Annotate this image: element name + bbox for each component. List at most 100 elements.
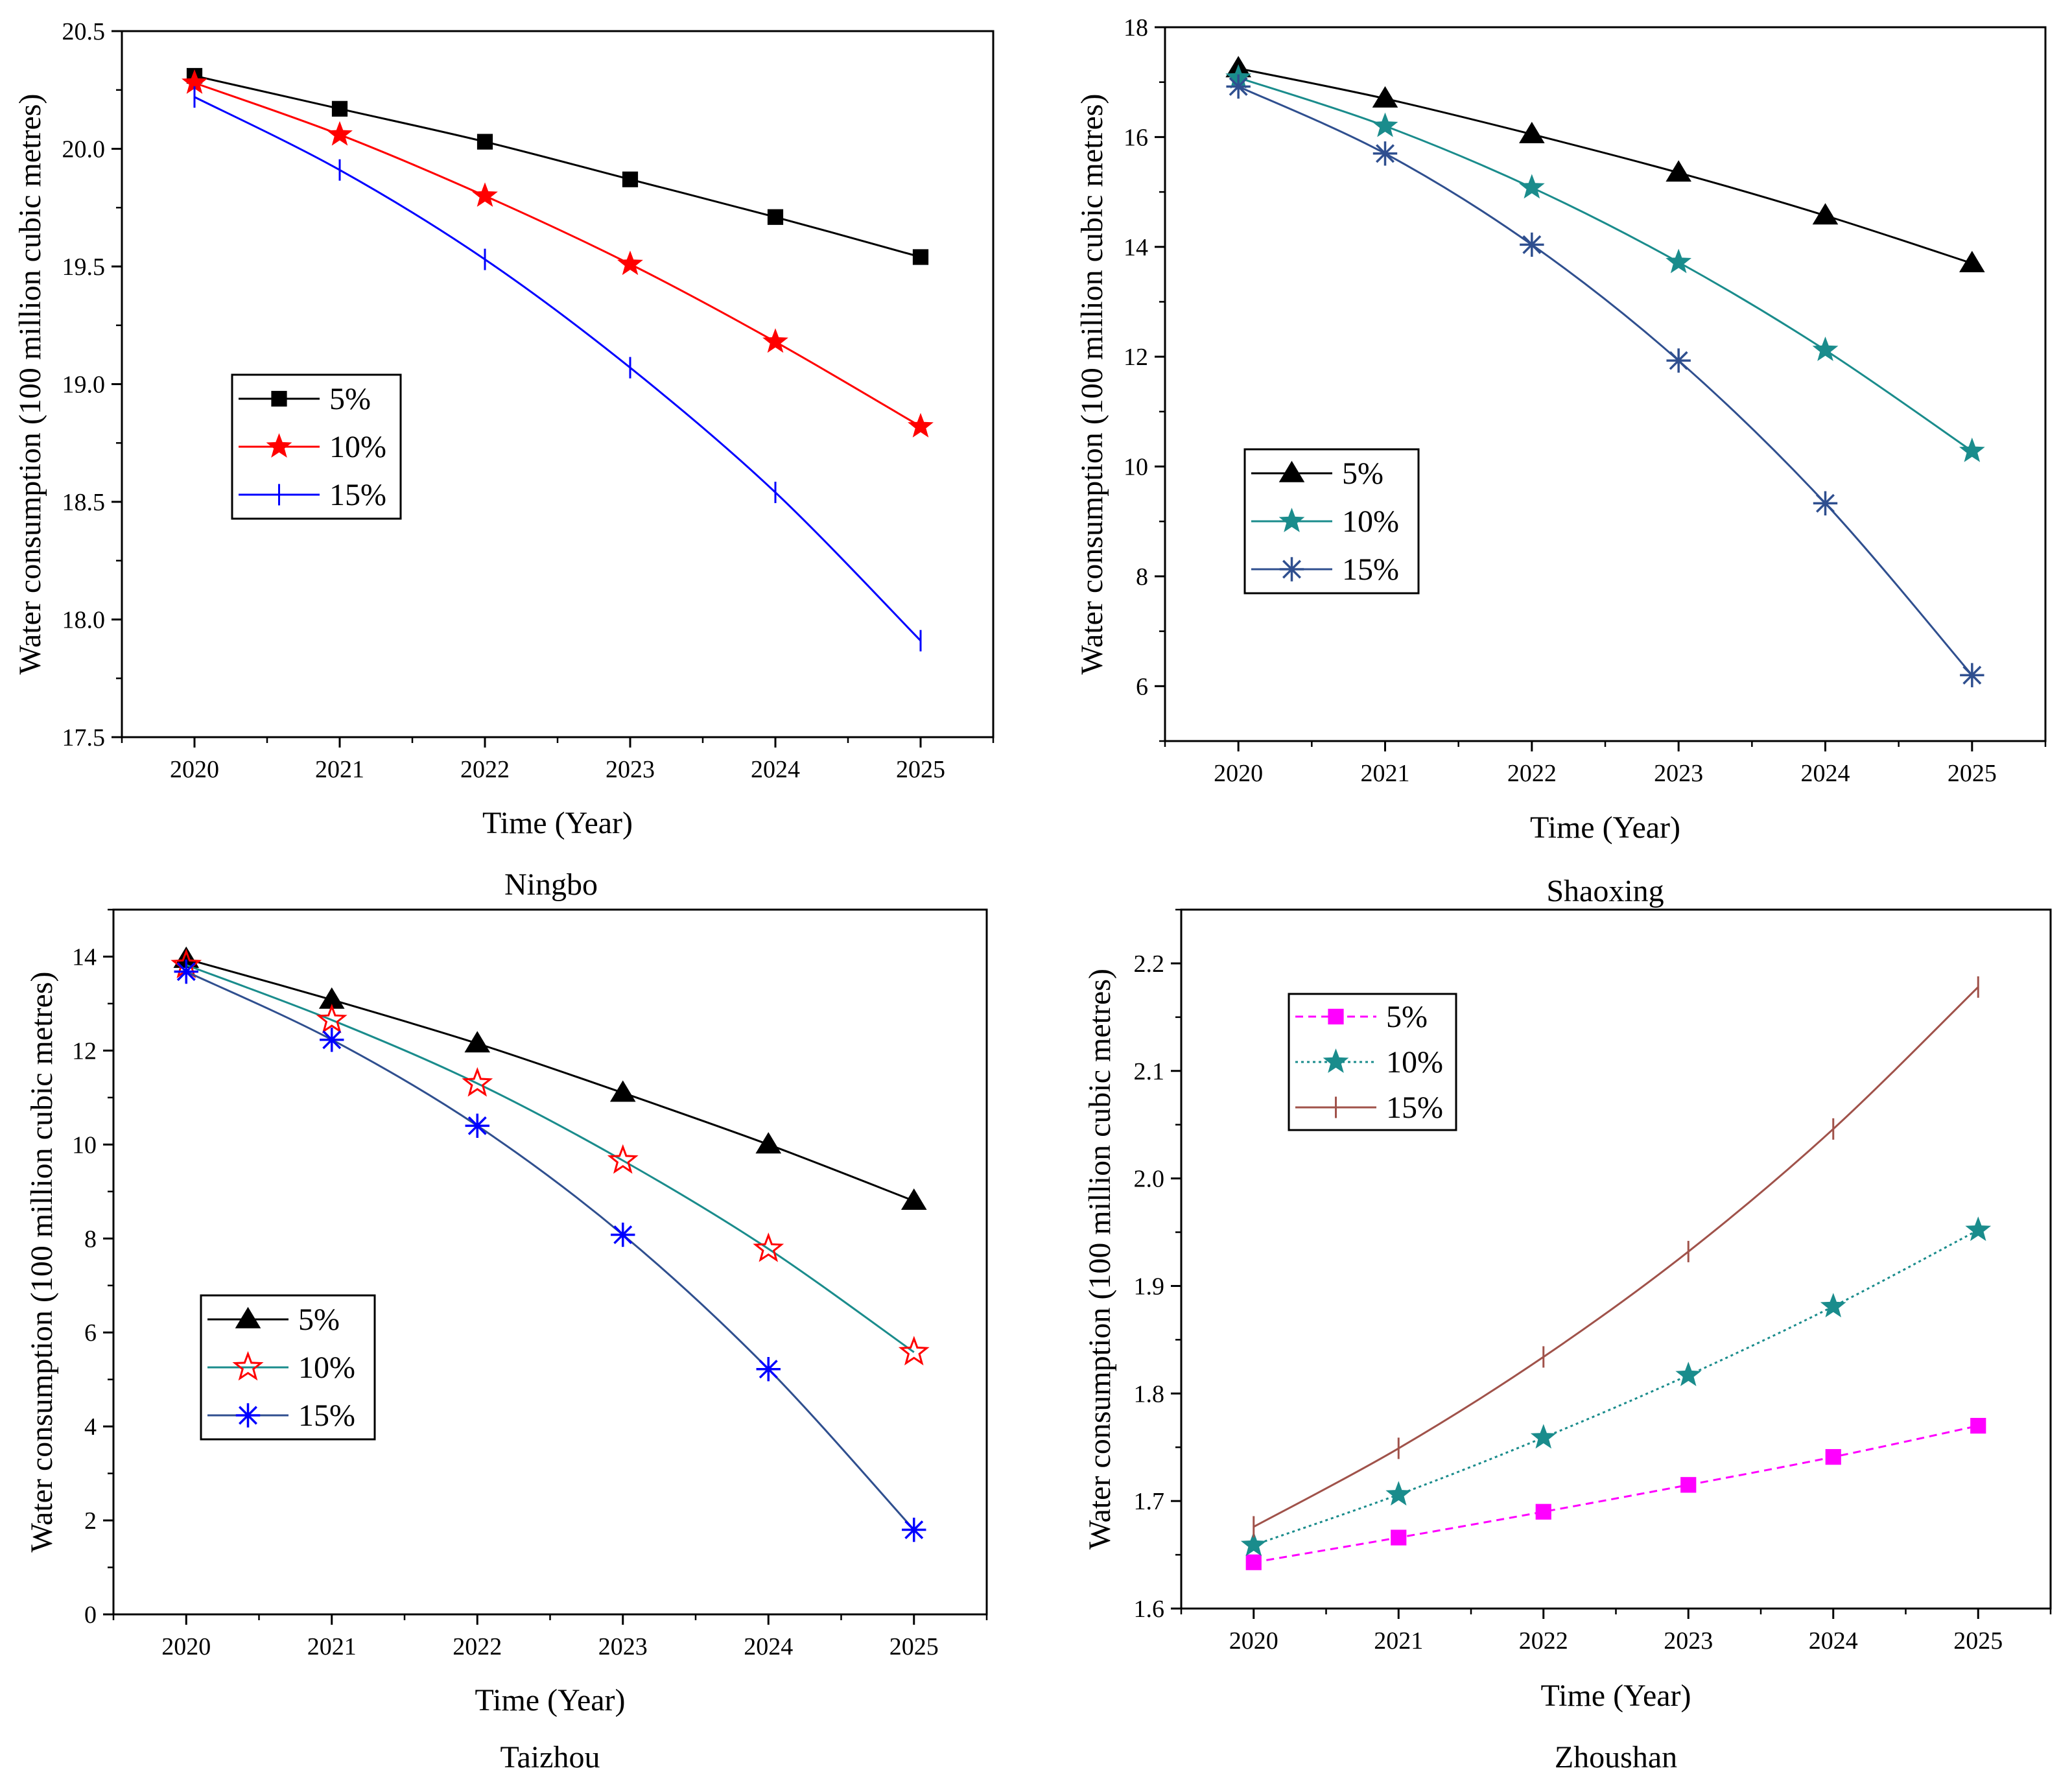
data-point: [1226, 74, 1251, 99]
y-axis-title: Water consumption (100 million cubic met…: [1075, 94, 1109, 675]
series-line: [1253, 1229, 1979, 1546]
data-point-shape: [462, 1067, 493, 1097]
y-tick-label: 2.0: [1134, 1166, 1165, 1193]
series-line: [185, 964, 915, 1353]
data-point-shape: [898, 1336, 930, 1365]
legend-label: 10%: [1386, 1045, 1443, 1079]
chart-caption: Shaoxing: [1546, 874, 1664, 908]
x-tick-label: 2023: [1664, 1627, 1713, 1655]
series-10pct: [182, 69, 934, 438]
data-point-shape: [1245, 1554, 1262, 1570]
plot-frame: [1164, 26, 2047, 742]
legend-marker-ray: [1282, 560, 1301, 579]
y-tick-label: 12: [1124, 344, 1148, 371]
data-point: [762, 328, 788, 353]
series-15pct: [193, 86, 922, 652]
data-point-ray: [322, 1030, 342, 1050]
data-point: [1675, 1362, 1702, 1386]
data-point-shape: [1965, 1216, 1992, 1242]
data-point-shape: [912, 249, 929, 265]
data-point: [1965, 1216, 1992, 1242]
x-axis-title: Time (Year): [1540, 1679, 1691, 1713]
x-tick-label: 2020: [161, 1633, 211, 1660]
data-point: [1530, 1424, 1557, 1449]
data-point-shape: [464, 1031, 491, 1053]
data-point-shape: [607, 1144, 639, 1174]
data-point-shape: [908, 412, 934, 438]
y-tick-label: 8: [84, 1225, 97, 1253]
y-tick-label: 17.5: [62, 724, 106, 751]
x-tick-label: 2022: [460, 756, 510, 783]
data-point: [1812, 336, 1839, 361]
data-point-shape: [1666, 248, 1691, 274]
data-point: [1666, 160, 1691, 182]
series-10pct: [1225, 64, 1985, 462]
y-tick-label: 18.5: [62, 489, 106, 516]
y-tick-label: 2.1: [1134, 1058, 1165, 1085]
series-5pct: [1225, 56, 1985, 272]
data-point-shape: [1675, 1362, 1702, 1386]
data-point: [316, 1004, 347, 1033]
legend-label: 10%: [1342, 504, 1399, 539]
legend: 5% 10% 15%: [1288, 993, 1457, 1131]
data-point: [912, 249, 929, 265]
series-5pct: [186, 67, 929, 265]
data-point: [901, 1188, 927, 1210]
legend-label: 5%: [1386, 1000, 1428, 1034]
legend-marker-shape: [235, 1306, 261, 1328]
series-15pct: [174, 959, 926, 1542]
series-5pct: [1245, 1417, 1986, 1570]
x-tick-label: 2020: [1214, 760, 1263, 787]
data-point: [464, 1031, 491, 1053]
legend: 5% 10% 15%: [200, 1294, 376, 1441]
legend-marker: [1279, 557, 1304, 582]
data-point-ray: [1962, 665, 1982, 685]
data-point: [1825, 1449, 1841, 1465]
data-point: [611, 1222, 635, 1247]
y-tick-label: 12: [72, 1037, 97, 1065]
y-tick-label: 2.2: [1134, 950, 1165, 978]
series-line: [1238, 77, 1973, 453]
data-point: [1245, 1554, 1262, 1570]
legend-label: 5%: [1342, 456, 1383, 491]
data-point: [617, 250, 643, 276]
data-point: [331, 100, 348, 117]
y-tick-label: 16: [1124, 124, 1148, 151]
data-point-ray: [1669, 351, 1688, 370]
x-tick-label: 2024: [744, 1633, 793, 1660]
data-point: [1519, 174, 1545, 199]
y-tick-label: 0: [84, 1601, 97, 1629]
data-point-shape: [318, 987, 345, 1009]
legend-marker: [235, 1306, 261, 1328]
data-point-ray: [613, 1225, 633, 1244]
y-axis-title: Water consumption (100 million cubic met…: [25, 972, 59, 1553]
data-point: [898, 1336, 930, 1365]
x-tick-label: 2021: [315, 756, 364, 783]
data-point-shape: [173, 946, 200, 968]
x-axis-title: Time (Year): [475, 1683, 625, 1717]
legend-marker: [271, 390, 287, 407]
data-point: [174, 959, 198, 984]
data-point: [1813, 491, 1838, 515]
data-point-shape: [1812, 336, 1839, 361]
y-tick-label: 10: [72, 1131, 97, 1159]
y-axis-title: Water consumption (100 million cubic met…: [13, 94, 47, 675]
data-point: [1959, 437, 1985, 462]
x-tick-label: 2025: [1953, 1627, 2003, 1655]
y-tick-label: 8: [1136, 563, 1148, 591]
data-point: [472, 182, 498, 207]
data-point: [1960, 663, 1984, 688]
data-point-shape: [901, 1188, 927, 1210]
data-point: [908, 412, 934, 438]
series-10pct: [1240, 1216, 1992, 1557]
y-tick-label: 2: [84, 1507, 97, 1535]
data-point-shape: [1970, 1417, 1986, 1434]
y-tick-label: 1.8: [1134, 1380, 1165, 1408]
data-point: [477, 134, 493, 150]
data-point-shape: [182, 69, 207, 94]
x-tick-label: 2021: [1361, 760, 1410, 787]
legend-label: 15%: [298, 1398, 355, 1433]
y-tick-label: 20.5: [62, 18, 106, 45]
data-point-shape: [1519, 174, 1545, 199]
data-point-shape: [1519, 121, 1545, 143]
